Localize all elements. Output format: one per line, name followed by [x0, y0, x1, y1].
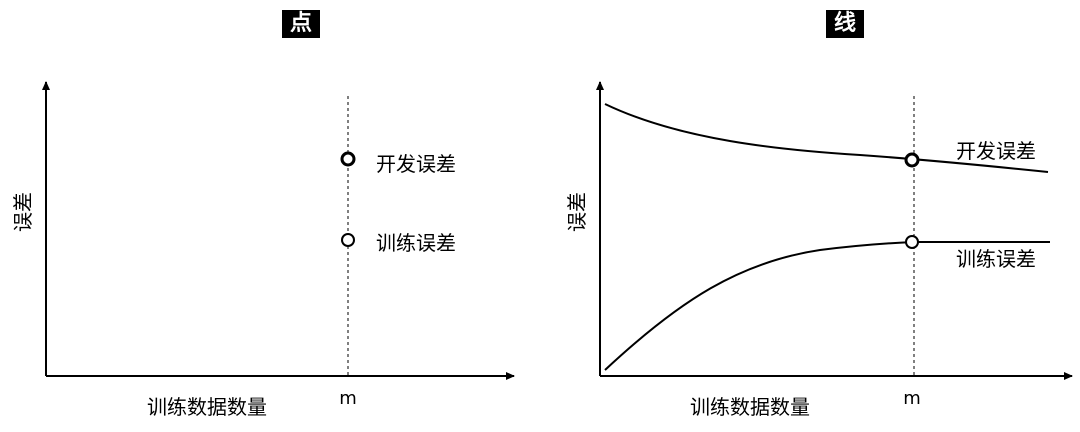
- right-y-axis-label: 误差: [565, 192, 589, 232]
- left-panel-title: 点: [282, 10, 320, 38]
- right-train-error-point: [905, 235, 919, 249]
- right-panel-title: 线: [826, 10, 864, 38]
- left-panel: 开发误差 训练误差 误差 训练数据数量 m: [11, 81, 515, 419]
- right-x-axis-label: 训练数据数量: [690, 395, 810, 419]
- right-dev-error-curve: [604, 103, 1049, 173]
- left-dev-error-label: 开发误差: [376, 152, 456, 176]
- right-train-error-label: 训练误差: [956, 247, 1036, 271]
- right-panel: 开发误差 训练误差 误差 训练数据数量 m: [565, 81, 1073, 419]
- left-dev-error-point: [340, 151, 356, 167]
- left-x-axis-label: 训练数据数量: [147, 395, 267, 419]
- left-m-label: m: [339, 388, 357, 409]
- left-train-error-point: [341, 233, 355, 247]
- left-train-error-label: 训练误差: [376, 231, 456, 255]
- right-train-error-curve: [604, 241, 1050, 371]
- right-dev-error-point: [904, 152, 920, 168]
- left-y-axis-label: 误差: [11, 192, 35, 232]
- right-m-label: m: [903, 388, 921, 409]
- right-dev-error-label: 开发误差: [956, 139, 1036, 163]
